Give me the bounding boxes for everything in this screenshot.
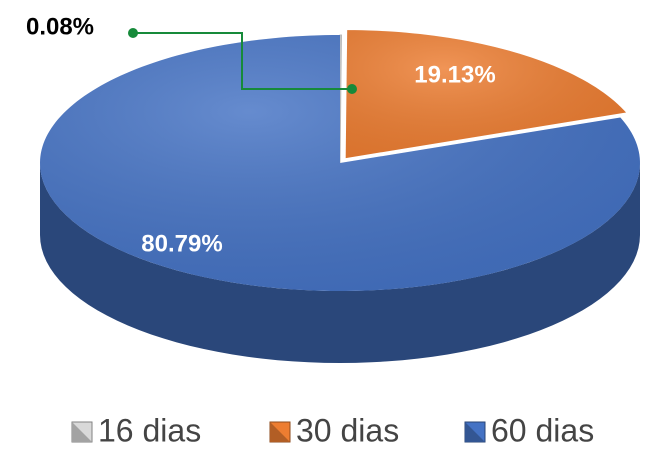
slice-shine	[345, 30, 627, 159]
data-labels: 0.08% 19.13% 80.79%	[26, 13, 496, 257]
legend-swatch-bevel	[270, 422, 290, 442]
legend: 16 dias 30 dias 60 dias	[71, 412, 594, 448]
slice-shine	[40, 35, 640, 291]
data-label: 19.13%	[414, 61, 495, 88]
slice-side	[40, 163, 640, 363]
pie-sides	[40, 163, 640, 363]
leader-line	[133, 32, 352, 90]
legend-swatch-bevel	[72, 422, 92, 442]
data-label: 80.79%	[141, 230, 222, 257]
legend-label: 60 dias	[491, 412, 594, 448]
legend-swatch-bevel	[465, 422, 485, 442]
data-label: 0.08%	[26, 13, 94, 40]
legend-label: 16 dias	[98, 412, 201, 448]
leader-dot	[128, 28, 138, 38]
slice-shine	[340, 35, 342, 163]
leader-dot	[347, 84, 357, 94]
legend-label: 30 dias	[296, 412, 399, 448]
pie-tops	[40, 30, 640, 291]
